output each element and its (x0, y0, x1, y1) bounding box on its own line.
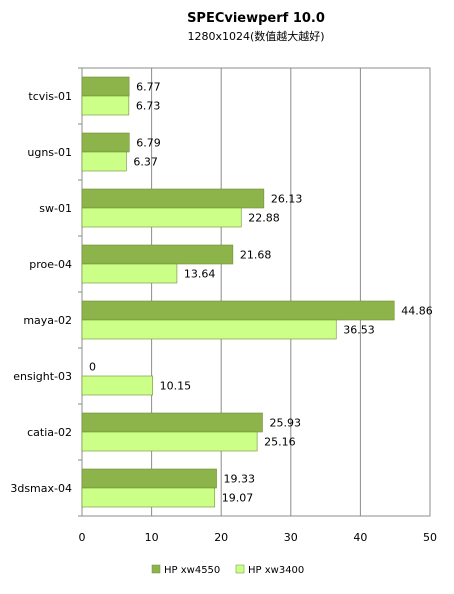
category-label: tcvis-01 (28, 90, 72, 103)
bar-xw3400 (81, 151, 127, 172)
bar-xw3400 (81, 487, 216, 508)
bar-xw4550 (81, 300, 395, 321)
category-label: ugns-01 (27, 146, 72, 159)
category-label: catia-02 (27, 426, 72, 439)
chart-subtitle: 1280x1024(数值越大越好) (187, 29, 324, 43)
bar-xw4550 (81, 412, 263, 433)
chart-title: SPECviewperf 10.0 (187, 11, 325, 26)
data-label: 22.88 (248, 212, 280, 225)
x-tick-label: 0 (79, 531, 86, 544)
category-label: ensight-03 (13, 370, 72, 383)
data-label: 25.93 (269, 417, 301, 430)
x-tick-label: 20 (214, 531, 228, 544)
x-tick-label: 40 (353, 531, 367, 544)
plot-area: 0 10 20 30 40 50 tcvis-01 6.77 6.73 ugns-01 6.79 6.… (10, 67, 437, 544)
data-label: 19.07 (222, 492, 254, 505)
x-tick-label: 30 (284, 531, 298, 544)
data-label: 6.73 (136, 100, 161, 113)
bar-xw4550 (81, 244, 234, 265)
data-label: 10.15 (160, 380, 192, 393)
category-label: maya-02 (23, 314, 72, 327)
data-label: 26.13 (271, 193, 303, 206)
data-label: 13.64 (184, 268, 216, 281)
bar-xw3400 (81, 375, 153, 396)
data-label: 36.53 (343, 324, 375, 337)
legend: HP xw4550 HP xw3400 (151, 564, 304, 576)
data-label: 25.16 (264, 436, 296, 449)
category-label: sw-01 (39, 202, 72, 215)
bar-xw3400 (81, 95, 130, 116)
bar-xw4550 (81, 132, 130, 153)
bar-xw4550 (81, 468, 217, 489)
category-label: proe-04 (29, 258, 72, 271)
data-label: 6.77 (136, 81, 161, 94)
bar-xw3400 (81, 319, 337, 340)
bar-xw3400 (81, 263, 178, 284)
bar-xw4550 (81, 188, 265, 209)
bar-xw3400 (81, 431, 258, 452)
legend-label: HP xw4550 (164, 565, 220, 576)
x-tick-label: 50 (423, 531, 437, 544)
data-label: 44.86 (401, 305, 433, 318)
legend-label: HP xw3400 (248, 565, 304, 576)
data-label: 19.33 (224, 473, 256, 486)
x-tick-label: 10 (145, 531, 159, 544)
bar-xw3400 (81, 207, 242, 228)
legend-swatch (151, 564, 161, 574)
category-label: 3dsmax-04 (10, 482, 72, 495)
bar-xw4550 (81, 76, 130, 97)
data-label: 6.37 (133, 156, 158, 169)
data-label: 0 (89, 361, 96, 374)
legend-swatch (235, 564, 245, 574)
data-label: 6.79 (136, 137, 161, 150)
data-label: 21.68 (240, 249, 272, 262)
